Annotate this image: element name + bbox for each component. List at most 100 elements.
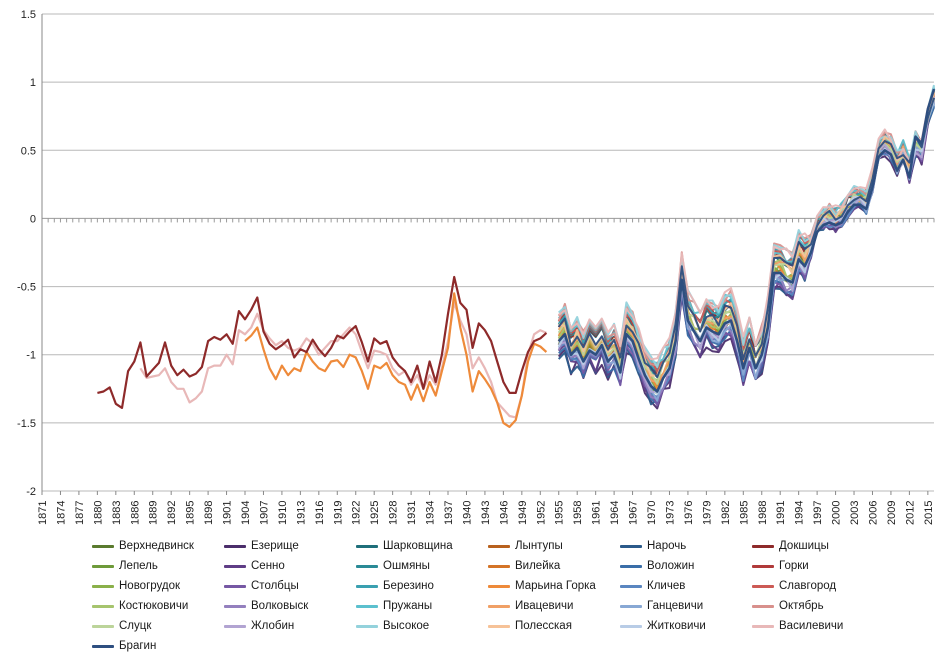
legend-label: Сенно: [251, 560, 285, 572]
legend-item: Березино: [356, 576, 488, 596]
legend-swatch: [752, 624, 774, 628]
chart-legend: Верхнедвинск Езерище Шарковщина Лынтупы Наро…: [92, 536, 932, 656]
legend-swatch: [620, 624, 642, 628]
legend-label: Воложин: [647, 560, 695, 572]
x-tick-label: 1979: [701, 501, 713, 525]
legend-swatch: [224, 624, 246, 628]
series-line: [557, 97, 935, 379]
legend-swatch: [488, 584, 510, 588]
legend-label: Ганцевичи: [647, 600, 704, 612]
x-tick-label: 1976: [683, 501, 695, 525]
x-tick-label: 1967: [628, 501, 640, 525]
legend-item: Сенно: [224, 556, 356, 576]
legend-swatch: [356, 564, 378, 568]
legend-swatch: [620, 564, 642, 568]
legend-label: Шарковщина: [383, 540, 453, 552]
legend-swatch: [620, 604, 642, 608]
x-tick-label: 1874: [55, 501, 67, 525]
legend-label: Пружаны: [383, 600, 433, 612]
legend-swatch: [752, 584, 774, 588]
legend-item: Слуцк: [92, 616, 224, 636]
legend-item: Ганцевичи: [620, 596, 752, 616]
x-tick-label: 1991: [775, 501, 787, 525]
x-tick-label: 2012: [904, 501, 916, 525]
legend-label: Волковыск: [251, 600, 309, 612]
legend-label: Славгород: [779, 580, 837, 592]
x-tick-label: 1970: [646, 501, 658, 525]
legend-swatch: [752, 604, 774, 608]
legend-item: Нарочь: [620, 536, 752, 556]
x-tick-label: 1871: [37, 501, 49, 525]
legend-label: Ивацевичи: [515, 600, 574, 612]
y-tick-label: -1: [26, 350, 36, 362]
x-tick-label: 1904: [240, 501, 252, 525]
x-tick-label: 1913: [295, 501, 307, 525]
legend-swatch: [488, 544, 510, 548]
legend-item: Шарковщина: [356, 536, 488, 556]
legend-item: Октябрь: [752, 596, 884, 616]
legend-swatch: [224, 564, 246, 568]
legend-swatch: [224, 584, 246, 588]
legend-label: Вилейка: [515, 560, 561, 572]
legend-item: Брагин: [92, 636, 224, 656]
x-tick-label: 1892: [166, 501, 178, 525]
x-tick-label: 1943: [480, 501, 492, 525]
series-line-early: [97, 275, 548, 409]
series-line: [558, 89, 935, 361]
legend-item: Ошмяны: [356, 556, 488, 576]
legend-label: Житковичи: [647, 620, 706, 632]
x-tick-label: 1895: [185, 501, 197, 525]
y-tick-label: -1.5: [17, 418, 36, 430]
x-tick-label: 1889: [148, 501, 160, 525]
legend-swatch: [92, 604, 114, 608]
legend-swatch: [92, 644, 114, 648]
x-tick-label: 1910: [277, 501, 289, 525]
x-tick-label: 1898: [203, 501, 215, 525]
x-tick-label: 1877: [74, 501, 86, 525]
x-tick-label: 1919: [332, 501, 344, 525]
legend-swatch: [488, 624, 510, 628]
y-tick-label: 1: [30, 77, 36, 89]
x-tick-label: 1880: [92, 501, 104, 525]
legend-label: Лынтупы: [515, 540, 563, 552]
y-tick-label: -2: [26, 486, 36, 498]
legend-swatch: [620, 544, 642, 548]
legend-swatch: [488, 564, 510, 568]
legend-item: Ивацевичи: [488, 596, 620, 616]
x-tick-label: 1934: [425, 501, 437, 525]
x-tick-label: 1907: [258, 501, 270, 525]
x-tick-label: 1928: [388, 501, 400, 525]
legend-label: Езерище: [251, 540, 299, 552]
x-tick-label: 1985: [738, 501, 750, 525]
legend-label: Высокое: [383, 620, 430, 632]
legend-label: Октябрь: [779, 600, 824, 612]
legend-item: Вилейка: [488, 556, 620, 576]
legend-swatch: [356, 544, 378, 548]
legend-label: Жлобин: [251, 620, 295, 632]
legend-item: Новогрудок: [92, 576, 224, 596]
legend-swatch: [92, 584, 114, 588]
legend-item: Житковичи: [620, 616, 752, 636]
legend-item: Кличев: [620, 576, 752, 596]
legend-swatch: [752, 564, 774, 568]
x-tick-label: 1925: [369, 501, 381, 525]
legend-label: Брагин: [119, 640, 157, 652]
legend-swatch: [620, 584, 642, 588]
series-line: [557, 86, 935, 364]
legend-label: Лепель: [119, 560, 158, 572]
legend-swatch: [224, 544, 246, 548]
x-tick-label: 1952: [535, 501, 547, 525]
legend-item: Жлобин: [224, 616, 356, 636]
legend-label: Слуцк: [119, 620, 152, 632]
x-tick-label: 1982: [720, 501, 732, 525]
legend-swatch: [92, 564, 114, 568]
legend-swatch: [752, 544, 774, 548]
series-line-early: [244, 292, 548, 428]
x-tick-label: 1973: [664, 501, 676, 525]
series-line-bragin: [557, 88, 936, 393]
x-tick-label: 1994: [794, 501, 806, 525]
legend-label: Горки: [779, 560, 809, 572]
legend-item: Воложин: [620, 556, 752, 576]
y-tick-label: 0.5: [21, 145, 36, 157]
